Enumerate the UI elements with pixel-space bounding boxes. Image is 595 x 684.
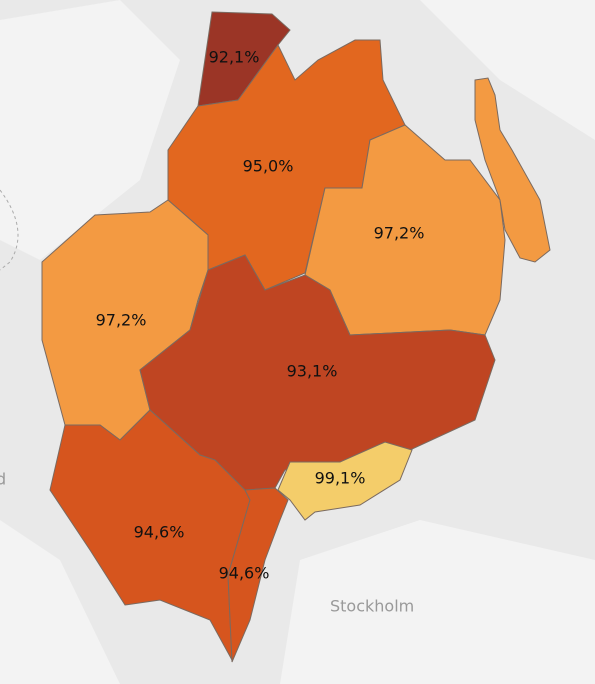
place-label: Stockholm [330,597,414,616]
region-label: 95,0% [243,157,294,176]
region-label: 93,1% [287,362,338,381]
region-label: 99,1% [315,469,366,488]
region-label: 94,6% [134,523,185,542]
region [474,77,551,263]
region-label: 94,6% [219,564,270,583]
region [277,441,413,521]
region-label: 97,2% [374,224,425,243]
place-label: d [0,470,6,489]
region [227,487,289,663]
region-label: 92,1% [209,48,260,67]
region-label: 97,2% [96,311,147,330]
